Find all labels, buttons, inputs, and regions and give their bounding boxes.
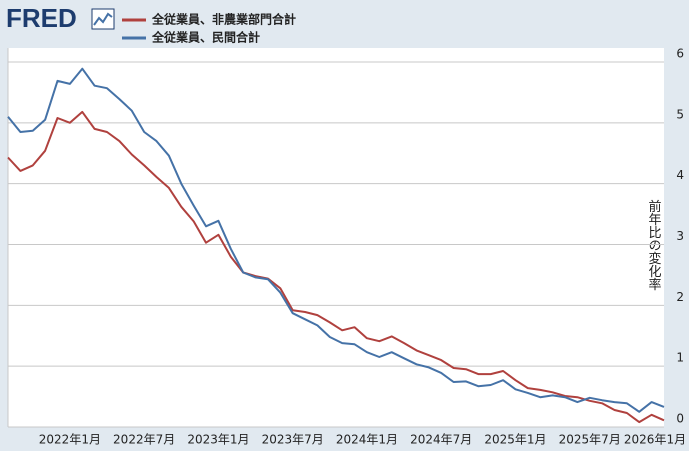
plot-area [8,48,664,427]
x-tick-label: 2023年7月 [262,433,324,447]
y-tick-label: 5 [676,107,684,121]
y-tick-label: 4 [676,168,684,182]
x-tick-label: 2023年1月 [187,433,249,447]
legend-label: 全従業員、非農業部門合計 [151,12,296,27]
x-tick-label: 2025年1月 [484,433,546,447]
x-tick-label: 2022年7月 [113,433,175,447]
logo-icon [91,8,115,30]
x-tick-label: 2025年7月 [559,433,621,447]
x-tick-label: 2024年1月 [336,433,398,447]
series-line [7,67,665,413]
x-tick-label: 2026年1月 [624,433,686,447]
y-tick-label: 2 [676,290,684,304]
legend-label: 全従業員、民間合計 [151,30,260,45]
series-line [7,110,665,424]
y-tick-label: 6 [676,47,684,61]
logo: FRED [6,3,77,33]
x-tick-label: 2024年7月 [410,433,472,447]
x-tick-label: 2022年1月 [39,433,101,447]
y-tick-label: 0 [676,412,684,426]
y-tick-label: 1 [676,351,684,365]
y-tick-label: 3 [676,229,684,243]
